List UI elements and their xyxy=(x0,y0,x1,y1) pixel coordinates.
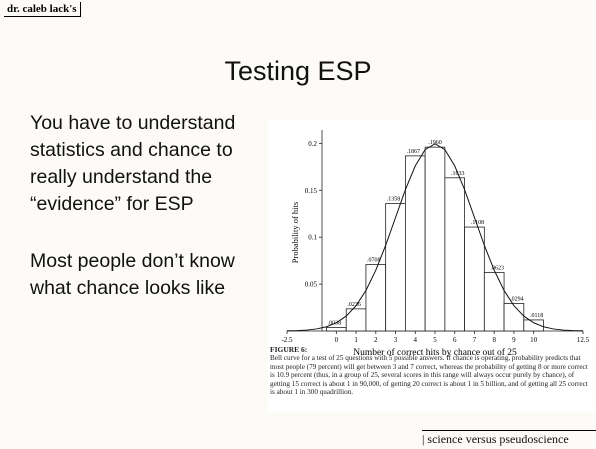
slide: dr. caleb lack's Testing ESP You have to… xyxy=(0,0,596,449)
value-label: .0236 xyxy=(347,302,361,308)
x-tick-label: 0 xyxy=(335,336,339,344)
y-tick-label: 0.15 xyxy=(305,187,318,195)
x-tick-label: 2 xyxy=(374,336,378,344)
y-tick-label: 0.1 xyxy=(308,234,317,242)
bar xyxy=(326,327,346,331)
x-tick-label: 5 xyxy=(433,336,437,344)
x-tick-label: 7 xyxy=(473,336,477,344)
x-tick-label: 4 xyxy=(414,336,418,344)
bar xyxy=(346,309,366,331)
x-tick-label: 3 xyxy=(394,336,398,344)
x-tick-label: 6 xyxy=(453,336,457,344)
value-label: .1960 xyxy=(428,140,442,146)
x-tick-label: 12.5 xyxy=(577,336,590,344)
x-tick-label: 1 xyxy=(354,336,358,344)
figure-label: FIGURE 6: xyxy=(270,346,594,354)
value-label: .1867 xyxy=(407,149,421,155)
value-label: .0118 xyxy=(530,313,543,319)
x-tick-label: 10 xyxy=(530,336,538,344)
figure-caption: Bell curve for a test of 25 questions wi… xyxy=(270,354,588,396)
x-tick-label: -2.5 xyxy=(281,336,293,344)
bar xyxy=(366,265,386,331)
bar xyxy=(484,273,504,331)
y-tick-label: 0.2 xyxy=(308,140,317,148)
x-tick-label: 8 xyxy=(492,336,496,344)
x-tick-label: 9 xyxy=(512,336,516,344)
bar xyxy=(425,147,445,331)
bar xyxy=(465,227,485,331)
bar xyxy=(386,204,406,331)
y-tick-label: 0.05 xyxy=(305,281,318,289)
y-axis-label: Probability of hits xyxy=(290,202,300,263)
figure-caption-box: FIGURE 6: Bell curve for a test of 25 qu… xyxy=(270,346,594,396)
value-label: .1358 xyxy=(387,197,401,203)
bar xyxy=(445,178,465,331)
value-label: .0294 xyxy=(510,296,524,302)
bar xyxy=(504,303,524,331)
footer: | science versus pseudoscience xyxy=(422,430,596,447)
